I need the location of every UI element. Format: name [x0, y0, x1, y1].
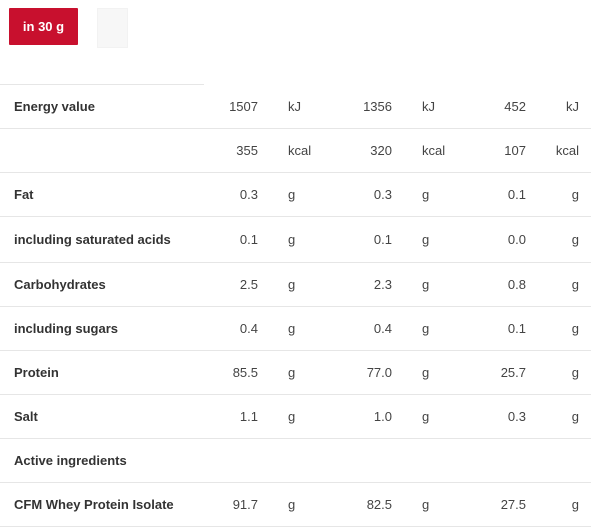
nutrient-unit [258, 438, 334, 483]
tab-blank[interactable] [97, 8, 128, 48]
nutrient-unit: kJ [258, 85, 334, 129]
nutrient-unit: g [258, 350, 334, 395]
table-row: Salt 1.1 g 1.0 g 0.3 g [0, 394, 591, 439]
nutrient-value [334, 438, 392, 483]
nutrient-name: Energy value [0, 85, 204, 129]
nutrient-unit: g [392, 216, 467, 263]
table-row: Protein 85.5 g 77.0 g 25.7 g [0, 350, 591, 395]
nutrient-unit: g [526, 172, 591, 217]
nutrient-name: Carbohydrates [0, 262, 204, 307]
nutrient-value: 0.1 [467, 306, 526, 351]
nutrient-value: 25.7 [467, 350, 526, 395]
nutrient-value: 0.8 [467, 262, 526, 307]
nutrient-unit: kJ [526, 85, 591, 129]
nutrient-unit: g [526, 482, 591, 527]
nutrient-unit: g [258, 216, 334, 263]
nutrient-value: 0.3 [204, 172, 258, 217]
nutrient-unit: kJ [392, 85, 467, 129]
table-row: 355 kcal 320 kcal 107 kcal [0, 128, 591, 173]
nutrient-unit: g [392, 172, 467, 217]
nutrient-value: 0.3 [334, 172, 392, 217]
nutrition-table: Energy value 1507 kJ 1356 kJ 452 kJ 355 kcal 320 k… [0, 85, 591, 527]
nutrient-unit: g [258, 482, 334, 527]
nutrient-unit: g [392, 262, 467, 307]
nutrient-value: 0.1 [467, 172, 526, 217]
nutrient-unit: g [526, 306, 591, 351]
nutrient-value: 0.1 [204, 216, 258, 263]
nutrient-value: 320 [334, 128, 392, 173]
nutrient-unit: g [526, 394, 591, 439]
divider [0, 84, 204, 85]
nutrient-unit [526, 438, 591, 483]
table-row: Energy value 1507 kJ 1356 kJ 452 kJ [0, 85, 591, 129]
nutrient-unit: g [526, 350, 591, 395]
nutrient-name: including saturated acids [0, 216, 204, 263]
nutrient-unit: g [392, 394, 467, 439]
nutrient-value: 1356 [334, 85, 392, 129]
table-row: CFM Whey Protein Isolate 91.7 g 82.5 g 27.5 g [0, 482, 591, 527]
nutrient-unit: g [258, 172, 334, 217]
nutrient-unit: g [392, 482, 467, 527]
nutrient-unit: kcal [526, 128, 591, 173]
nutrient-unit: g [526, 216, 591, 263]
nutrient-unit: g [258, 394, 334, 439]
nutrient-name [0, 128, 204, 173]
tab-in-30g[interactable]: in 30 g [9, 8, 78, 45]
table-row: including saturated acids 0.1 g 0.1 g 0.0 g [0, 216, 591, 263]
nutrient-unit: g [392, 350, 467, 395]
nutrient-unit: g [258, 306, 334, 351]
nutrient-value: 107 [467, 128, 526, 173]
nutrient-unit: kcal [258, 128, 334, 173]
nutrient-unit: g [392, 306, 467, 351]
nutrient-name: Salt [0, 394, 204, 439]
nutrient-value: 1.0 [334, 394, 392, 439]
nutrient-value [204, 438, 258, 483]
nutrient-value: 452 [467, 85, 526, 129]
nutrient-unit: kcal [392, 128, 467, 173]
nutrient-value: 0.0 [467, 216, 526, 263]
nutrient-unit [392, 438, 467, 483]
table-row: Active ingredients [0, 438, 591, 483]
nutrient-unit: g [258, 262, 334, 307]
nutrient-value: 0.3 [467, 394, 526, 439]
table-row: including sugars 0.4 g 0.4 g 0.1 g [0, 306, 591, 351]
nutrient-value: 2.5 [204, 262, 258, 307]
nutrient-value: 1.1 [204, 394, 258, 439]
nutrient-value: 27.5 [467, 482, 526, 527]
nutrient-name: Protein [0, 350, 204, 395]
nutrient-value: 1507 [204, 85, 258, 129]
nutrient-value: 0.1 [334, 216, 392, 263]
nutrient-name: CFM Whey Protein Isolate [0, 482, 204, 527]
nutrient-value: 91.7 [204, 482, 258, 527]
nutrient-name: Active ingredients [0, 438, 204, 483]
nutrient-value: 85.5 [204, 350, 258, 395]
nutrient-value: 0.4 [204, 306, 258, 351]
nutrient-value: 82.5 [334, 482, 392, 527]
nutrient-value: 77.0 [334, 350, 392, 395]
table-row: Carbohydrates 2.5 g 2.3 g 0.8 g [0, 262, 591, 307]
nutrient-value: 355 [204, 128, 258, 173]
table-row: Fat 0.3 g 0.3 g 0.1 g [0, 172, 591, 217]
nutrient-name: including sugars [0, 306, 204, 351]
serving-tabs: in 30 g [9, 8, 128, 48]
nutrient-value: 2.3 [334, 262, 392, 307]
nutrient-name: Fat [0, 172, 204, 217]
nutrient-unit: g [526, 262, 591, 307]
nutrient-value: 0.4 [334, 306, 392, 351]
nutrient-value [467, 438, 526, 483]
